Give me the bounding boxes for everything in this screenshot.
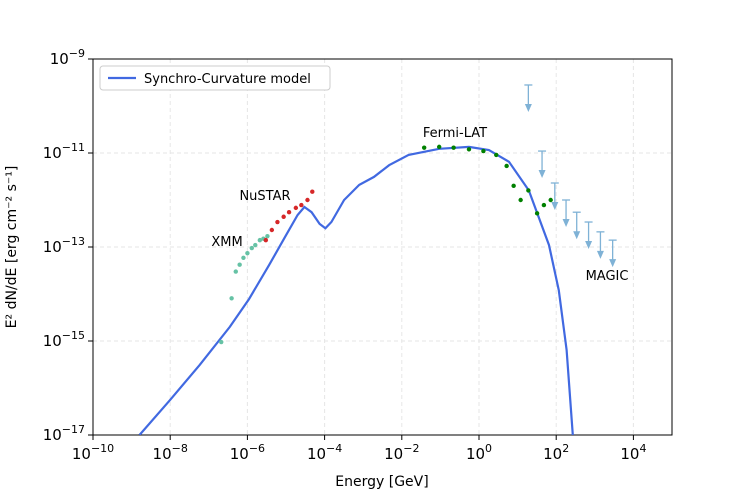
upper-limit xyxy=(608,239,617,268)
data-point xyxy=(494,152,499,158)
data-point xyxy=(275,219,280,225)
data-point xyxy=(293,205,299,211)
data-point xyxy=(466,147,472,152)
legend-box xyxy=(99,65,331,91)
legend-label: Synchro-Curvature model xyxy=(144,72,311,87)
upper-limit xyxy=(538,150,547,179)
data-point xyxy=(526,188,531,193)
x-tick-label: 10−4 xyxy=(307,442,342,463)
x-tick-label: 104 xyxy=(620,442,646,463)
data-point xyxy=(281,214,286,219)
y-tick-label: 10−13 xyxy=(43,235,85,256)
data-point xyxy=(310,189,315,194)
y-tick-label: 10−11 xyxy=(43,141,85,162)
y-tick-label: 10−9 xyxy=(50,47,85,68)
data-point xyxy=(299,202,304,208)
x-tick-label: 10−6 xyxy=(230,442,265,463)
data-point xyxy=(286,210,292,215)
data-point xyxy=(541,202,547,208)
ul-head xyxy=(609,259,617,268)
plot-area xyxy=(138,84,617,435)
upper-limit xyxy=(596,231,605,259)
series-annotation: Fermi-LAT xyxy=(423,126,487,141)
plot-frame xyxy=(92,58,673,436)
data-point xyxy=(263,237,269,243)
upper-limit xyxy=(550,182,559,210)
y-axis-label: E² dN/dE [erg cm⁻² s⁻¹] xyxy=(4,166,20,329)
data-point xyxy=(233,269,238,274)
x-tick-label: 10−2 xyxy=(384,442,419,463)
ul-head xyxy=(585,241,593,250)
data-point xyxy=(229,296,234,301)
data-point xyxy=(253,242,258,248)
x-tick-label: 102 xyxy=(543,442,569,463)
upper-limit xyxy=(572,211,581,240)
ul-head xyxy=(562,219,570,227)
data-point xyxy=(269,227,275,233)
ul-head xyxy=(573,231,581,240)
data-point xyxy=(436,144,442,150)
data-point xyxy=(245,250,250,256)
x-axis-label: Energy [GeV] xyxy=(335,474,428,490)
ul-head xyxy=(596,250,604,259)
model-curve xyxy=(138,145,574,435)
ul-head xyxy=(551,201,559,210)
series-annotation: XMM xyxy=(211,235,242,250)
x-tick-label: 10−8 xyxy=(153,442,188,463)
data-point xyxy=(421,145,427,150)
data-point xyxy=(257,237,263,243)
data-point xyxy=(265,233,270,239)
upper-limit xyxy=(584,221,593,250)
data-point xyxy=(511,183,516,189)
y-tick-label: 10−15 xyxy=(43,329,85,350)
data-point xyxy=(237,262,242,267)
data-point xyxy=(249,245,254,251)
data-point xyxy=(481,148,486,154)
upper-limit xyxy=(524,84,533,112)
data-point xyxy=(305,197,310,203)
data-point xyxy=(534,211,540,216)
x-tick-label: 100 xyxy=(466,442,492,463)
data-point xyxy=(548,197,553,203)
ul-head xyxy=(538,170,546,179)
data-point xyxy=(451,145,456,150)
series-annotation: NuSTAR xyxy=(239,189,290,204)
data-point xyxy=(241,255,246,260)
series-annotation: MAGIC xyxy=(586,269,629,284)
ul-head xyxy=(524,103,532,112)
upper-limit xyxy=(562,199,571,227)
data-point xyxy=(219,339,224,345)
y-tick-label: 10−17 xyxy=(43,423,85,444)
data-point xyxy=(504,163,509,169)
data-point xyxy=(518,197,523,203)
x-tick-label: 10−10 xyxy=(72,442,114,463)
